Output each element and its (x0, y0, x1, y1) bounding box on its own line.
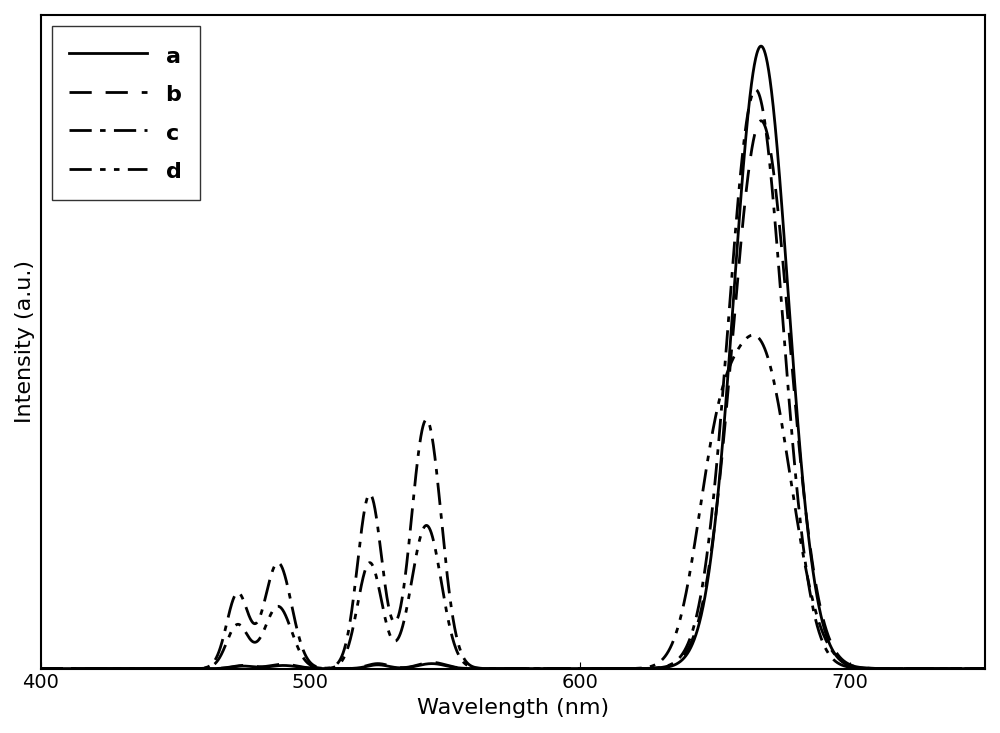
X-axis label: Wavelength (nm): Wavelength (nm) (417, 698, 609, 718)
Y-axis label: Intensity (a.u.): Intensity (a.u.) (15, 260, 35, 423)
Legend: $\mathbf{a}$, $\mathbf{b}$, $\mathbf{c}$, $\mathbf{d}$: $\mathbf{a}$, $\mathbf{b}$, $\mathbf{c}$… (52, 26, 200, 200)
